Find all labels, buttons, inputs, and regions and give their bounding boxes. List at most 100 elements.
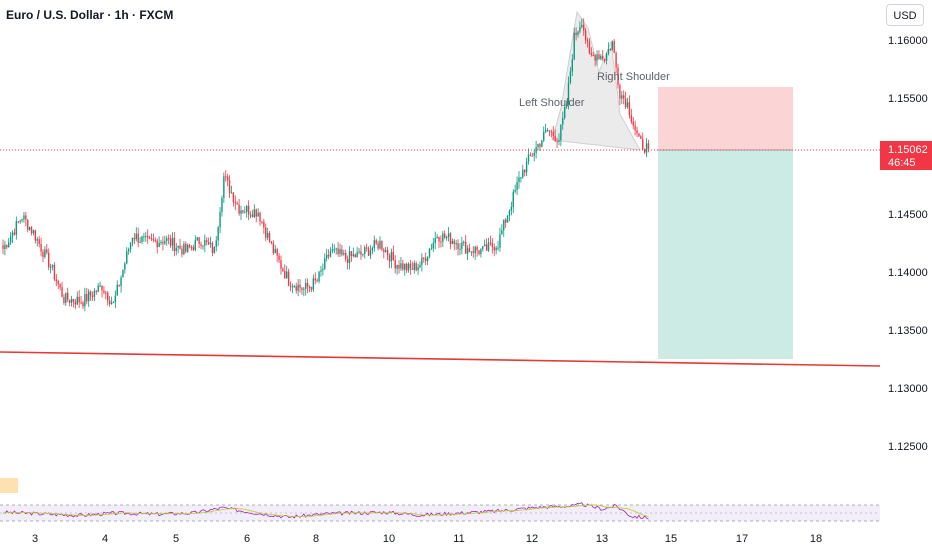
candle-body bbox=[533, 152, 535, 156]
candle-body bbox=[107, 292, 109, 301]
candle-body bbox=[491, 243, 494, 248]
candle-body bbox=[550, 131, 553, 133]
candle-body bbox=[171, 237, 174, 246]
candle-body bbox=[567, 82, 570, 105]
candle-body bbox=[442, 233, 444, 242]
candle-body bbox=[575, 32, 577, 36]
rsi-pane-marker bbox=[0, 478, 18, 493]
take-profit-zone[interactable] bbox=[658, 150, 793, 359]
candle-body bbox=[30, 227, 33, 234]
candle-body bbox=[232, 192, 235, 203]
candle-body bbox=[634, 125, 636, 131]
candle-body bbox=[310, 286, 313, 290]
y-tick-label: 1.13500 bbox=[888, 325, 928, 337]
candle-body bbox=[240, 210, 242, 214]
currency-button[interactable]: USD bbox=[886, 4, 924, 26]
candle-body bbox=[242, 210, 244, 213]
candle-body bbox=[175, 247, 177, 252]
candle-body bbox=[196, 237, 198, 241]
candle-body bbox=[611, 41, 613, 50]
candle-body bbox=[364, 247, 366, 255]
candle-body bbox=[70, 299, 73, 303]
x-tick-label: 12 bbox=[526, 533, 538, 545]
candle-body bbox=[143, 236, 145, 238]
candle-body bbox=[261, 221, 263, 223]
candle-body bbox=[322, 268, 324, 271]
candle-body bbox=[419, 264, 421, 268]
candle-body bbox=[527, 154, 530, 162]
candle-body bbox=[255, 209, 257, 217]
candle-body bbox=[301, 287, 303, 290]
candle-body bbox=[124, 263, 126, 270]
candle-body bbox=[225, 176, 227, 178]
x-tick-label: 6 bbox=[244, 533, 250, 545]
candle-body bbox=[531, 155, 534, 157]
candle-body bbox=[99, 285, 101, 287]
candle-body bbox=[202, 245, 204, 247]
candle-body bbox=[183, 243, 185, 255]
candle-body bbox=[449, 233, 452, 244]
x-tick-label: 4 bbox=[102, 533, 108, 545]
candle-body bbox=[489, 242, 492, 244]
candle-body bbox=[335, 248, 337, 250]
candle-body bbox=[179, 245, 181, 249]
candle-body bbox=[289, 285, 292, 287]
candle-body bbox=[558, 140, 560, 142]
candle-body bbox=[381, 240, 383, 250]
candle-body bbox=[303, 288, 305, 290]
candle-body bbox=[32, 230, 35, 234]
candle-body bbox=[11, 232, 14, 237]
candle-body bbox=[598, 54, 600, 60]
candle-body bbox=[596, 54, 598, 61]
candle-body bbox=[554, 136, 556, 142]
candle-body bbox=[586, 40, 589, 42]
candle-body bbox=[362, 254, 364, 256]
candle-body bbox=[173, 237, 176, 252]
candle-body bbox=[556, 141, 558, 143]
candle-body bbox=[445, 237, 448, 239]
candle-body bbox=[493, 247, 495, 251]
candle-body bbox=[147, 236, 149, 238]
y-tick-label: 1.14500 bbox=[888, 209, 928, 221]
candle-body bbox=[529, 154, 532, 156]
candle-body bbox=[447, 233, 450, 238]
time-axis[interactable]: 3 4 5 6 8 10 11 12 13 15 17 18 bbox=[32, 533, 822, 545]
candle-body bbox=[181, 248, 183, 255]
candle-body bbox=[480, 249, 482, 254]
candle-body bbox=[621, 95, 623, 99]
candle-body bbox=[424, 258, 427, 262]
stop-loss-zone[interactable] bbox=[658, 87, 793, 150]
candle-body bbox=[522, 169, 524, 178]
candle-body bbox=[423, 257, 425, 259]
candle-body bbox=[571, 59, 573, 72]
candle-body bbox=[314, 278, 316, 281]
candle-body bbox=[398, 265, 400, 269]
candle-body bbox=[594, 55, 596, 61]
candle-body bbox=[247, 205, 250, 215]
support-trendline[interactable] bbox=[0, 351, 881, 367]
symbol-title[interactable]: Euro / U.S. Dollar · 1h · FXCM bbox=[6, 8, 174, 22]
candle-body bbox=[573, 32, 575, 60]
candle-body bbox=[579, 27, 581, 32]
candle-body bbox=[440, 241, 442, 243]
candle-body bbox=[287, 271, 290, 286]
candle-body bbox=[34, 230, 37, 241]
candle-body bbox=[259, 212, 261, 222]
candle-body bbox=[249, 214, 252, 216]
candle-body bbox=[461, 242, 463, 249]
candle-body bbox=[280, 260, 282, 269]
candle-body bbox=[97, 285, 99, 292]
candle-body bbox=[120, 277, 122, 286]
candle-body bbox=[137, 233, 139, 243]
candle-body bbox=[354, 254, 356, 258]
price-axis[interactable]: 1.160001.155001.150001.145001.140001.135… bbox=[888, 35, 928, 453]
candle-body bbox=[341, 249, 343, 255]
candle-body bbox=[133, 237, 136, 240]
x-tick-label: 11 bbox=[453, 533, 464, 545]
candle-body bbox=[485, 244, 488, 251]
candle-body bbox=[127, 249, 130, 252]
candle-body bbox=[221, 197, 223, 212]
candle-body bbox=[103, 290, 105, 293]
